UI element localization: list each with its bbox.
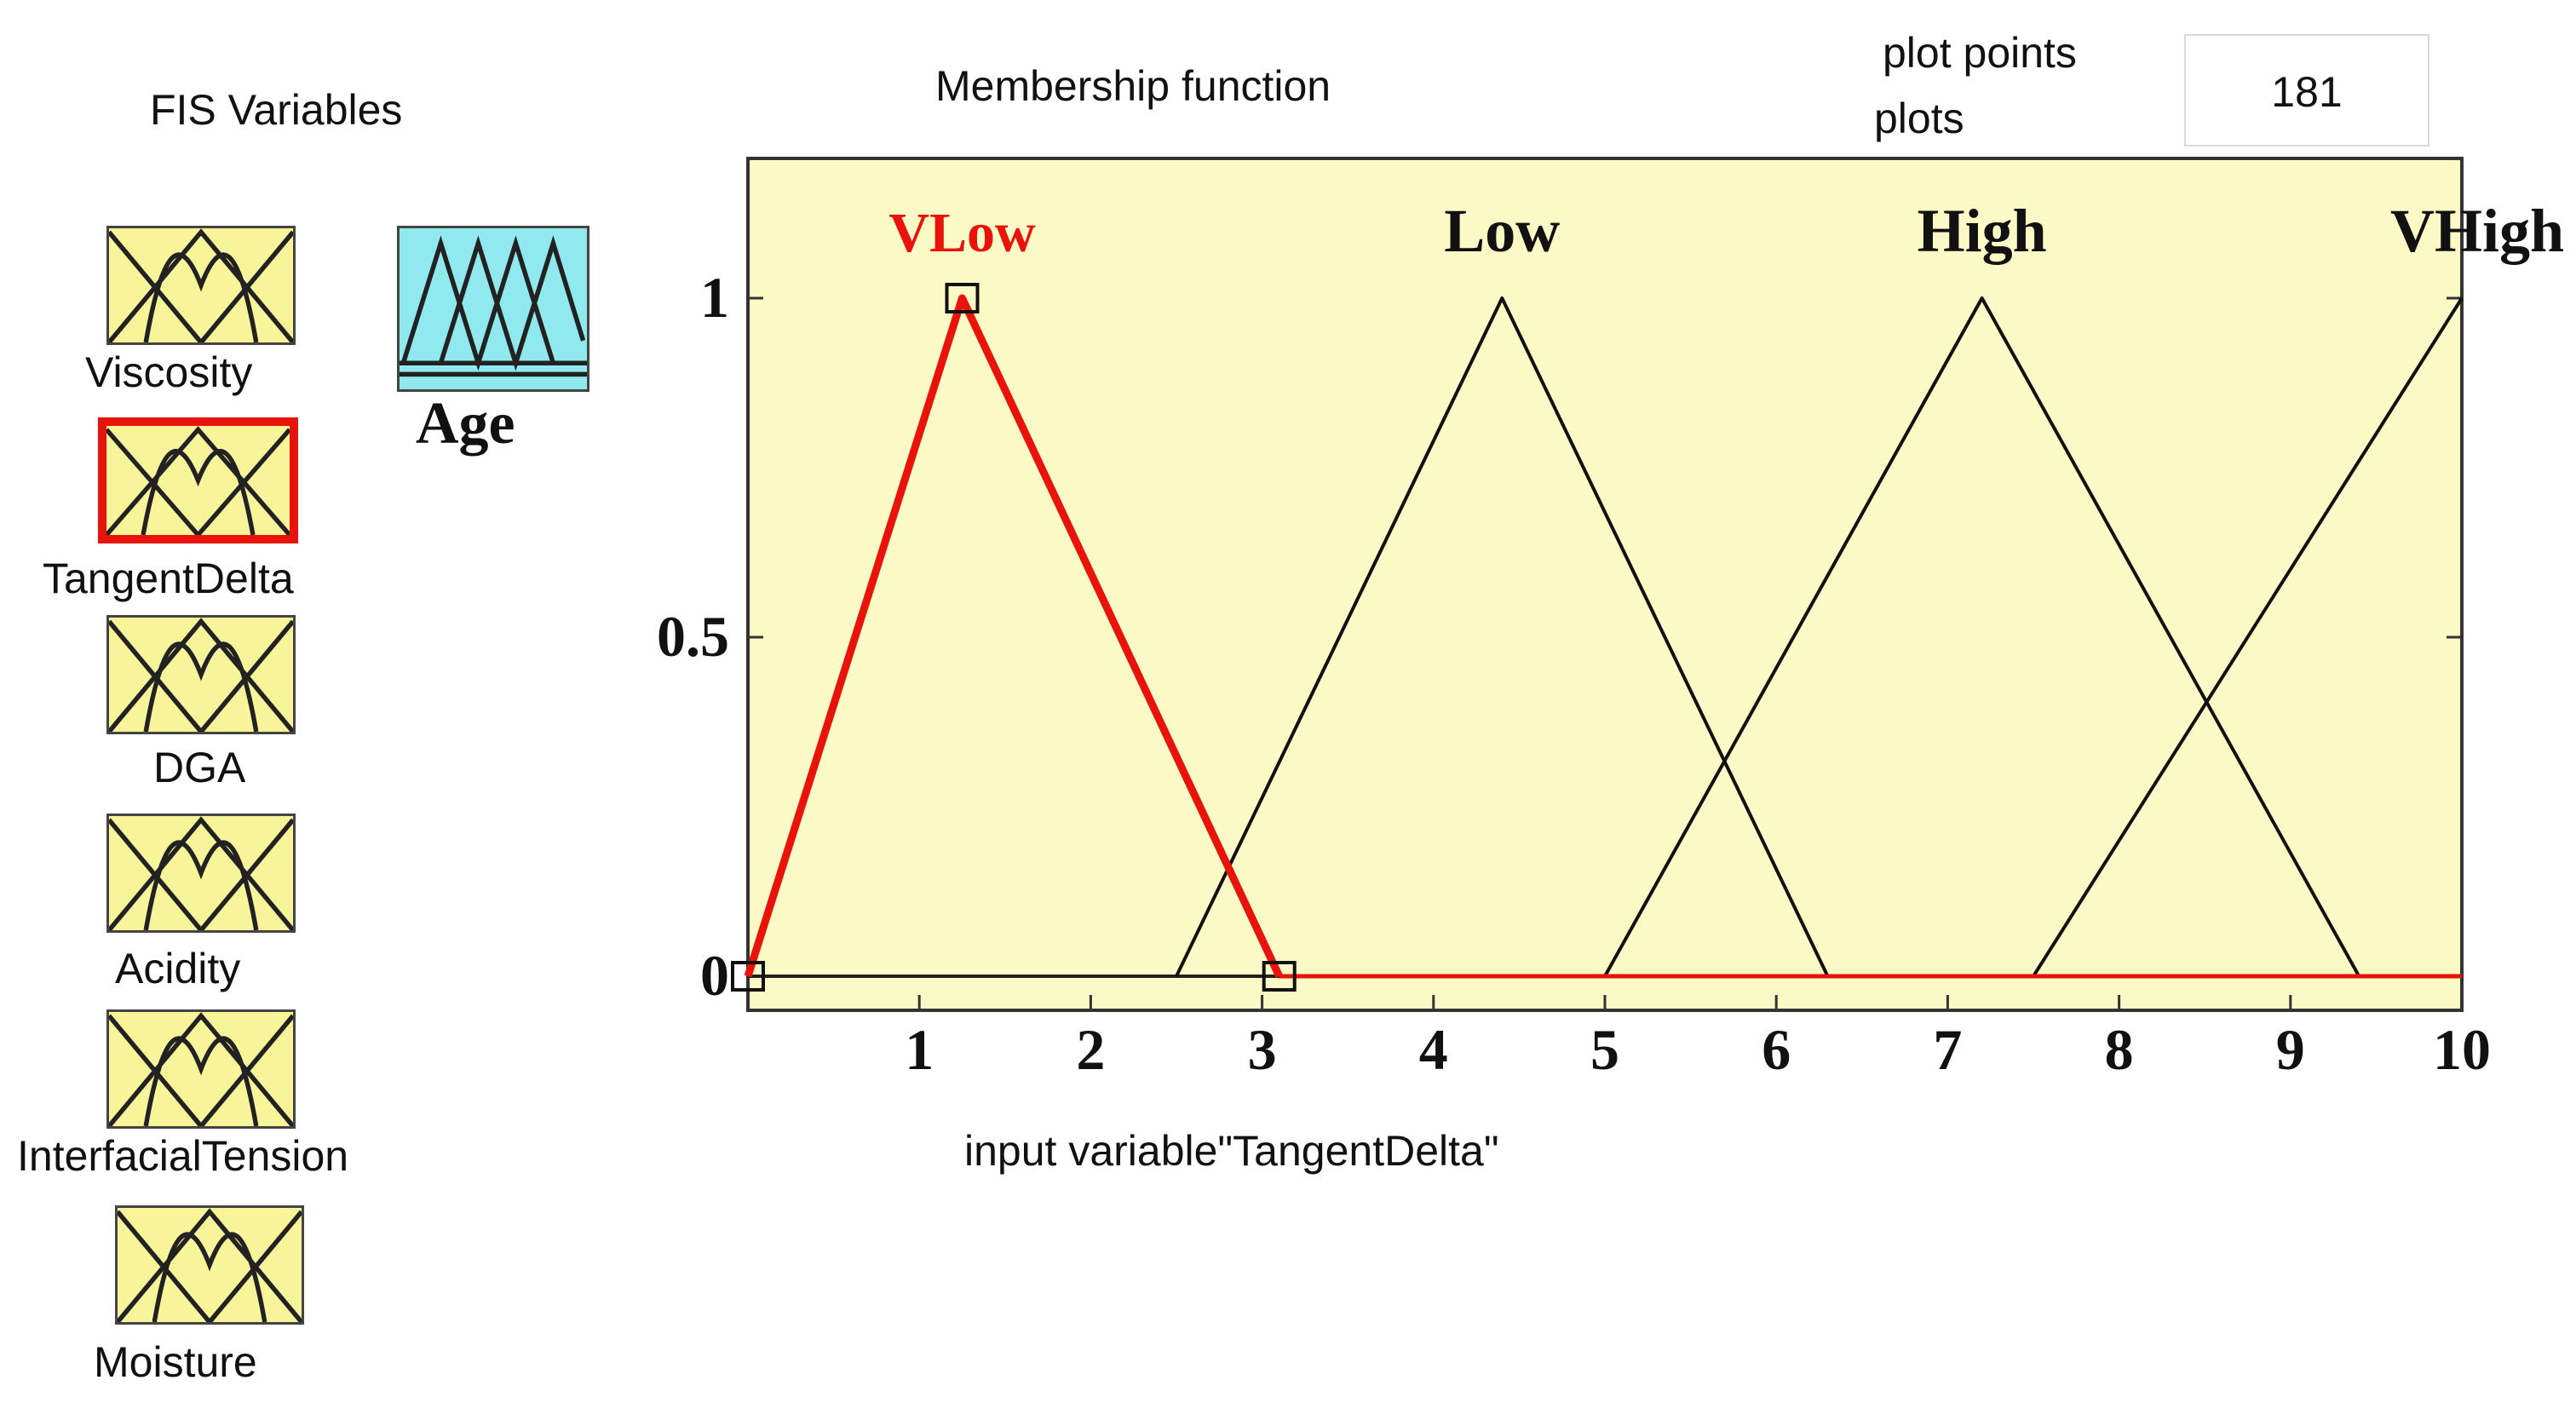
membership-function-icon [109, 1012, 293, 1126]
membership-function-icon [109, 816, 293, 930]
plot-points-label: plot points [1883, 29, 2077, 77]
membership-function-title: Membership function [935, 62, 1331, 110]
input-variable-label: Viscosity [85, 348, 253, 396]
membership-function-icon [118, 1208, 302, 1322]
input-variable-label: DGA [153, 744, 246, 791]
mf-label-low: Low [1444, 197, 1560, 265]
membership-function-icon [106, 426, 290, 535]
input-variable-acidity[interactable] [106, 814, 296, 933]
plot-points-input[interactable]: 181 [2184, 34, 2429, 147]
membership-curves [731, 283, 2464, 992]
x-tick-label: 4 [1419, 1017, 1448, 1082]
y-tick-label: 0.5 [657, 604, 729, 669]
x-tick-label: 2 [1076, 1017, 1105, 1082]
mf-label-high: High [1918, 197, 2047, 265]
tick-labels: 1 2 3 4 5 6 7 8 9 10 0 0.5 1 Low High VHigh VLow [657, 197, 2564, 1082]
input-variable-interfacialtension[interactable] [106, 1009, 296, 1129]
mf-vertex-handle[interactable] [731, 961, 765, 992]
mf-curve-vlow[interactable] [744, 294, 1283, 978]
x-tick-label: 5 [1590, 1017, 1619, 1082]
mf-vertex-handle[interactable] [1262, 961, 1297, 992]
x-tick-label: 7 [1933, 1017, 1962, 1082]
input-variable-label: Acidity [115, 945, 241, 992]
input-variable-label: InterfacialTension [17, 1132, 349, 1180]
membership-function-icon [400, 235, 587, 377]
output-variable-label: Age [416, 391, 515, 457]
membership-function-icon [109, 228, 293, 342]
fis-variables-title: FIS Variables [150, 86, 403, 134]
membership-function-icon [109, 618, 293, 732]
input-variable-tangentdelta[interactable] [98, 417, 298, 543]
mf-label-vlow: VLow [888, 202, 1036, 264]
x-tick-label: 10 [2433, 1017, 2491, 1082]
input-variable-dga[interactable] [106, 615, 296, 734]
x-tick-label: 9 [2276, 1017, 2305, 1082]
mf-label-vhigh: VHigh [2390, 197, 2564, 265]
x-axis-label: input variable"TangentDelta" [964, 1127, 1499, 1175]
input-variable-label: Moisture [94, 1338, 257, 1386]
x-tick-label: 3 [1248, 1017, 1277, 1082]
mf-curve-low[interactable] [1175, 296, 1830, 977]
input-variable-label: TangentDelta [43, 555, 294, 602]
plot-area [746, 157, 2464, 1012]
plots-label: plots [1874, 95, 1964, 142]
x-tick-label: 8 [2105, 1017, 2134, 1082]
y-tick-label: 0 [700, 943, 729, 1008]
mf-curve-high[interactable] [1603, 296, 2361, 977]
input-variable-viscosity[interactable] [106, 226, 296, 345]
mf-vertex-handle[interactable] [945, 283, 980, 313]
y-tick-label: 1 [700, 265, 729, 330]
x-tick-label: 1 [905, 1017, 934, 1082]
mf-curve-vhigh[interactable] [2032, 296, 2464, 978]
output-variable-age[interactable] [397, 226, 589, 392]
x-tick-label: 6 [1762, 1017, 1791, 1082]
input-variable-moisture[interactable] [115, 1205, 304, 1325]
